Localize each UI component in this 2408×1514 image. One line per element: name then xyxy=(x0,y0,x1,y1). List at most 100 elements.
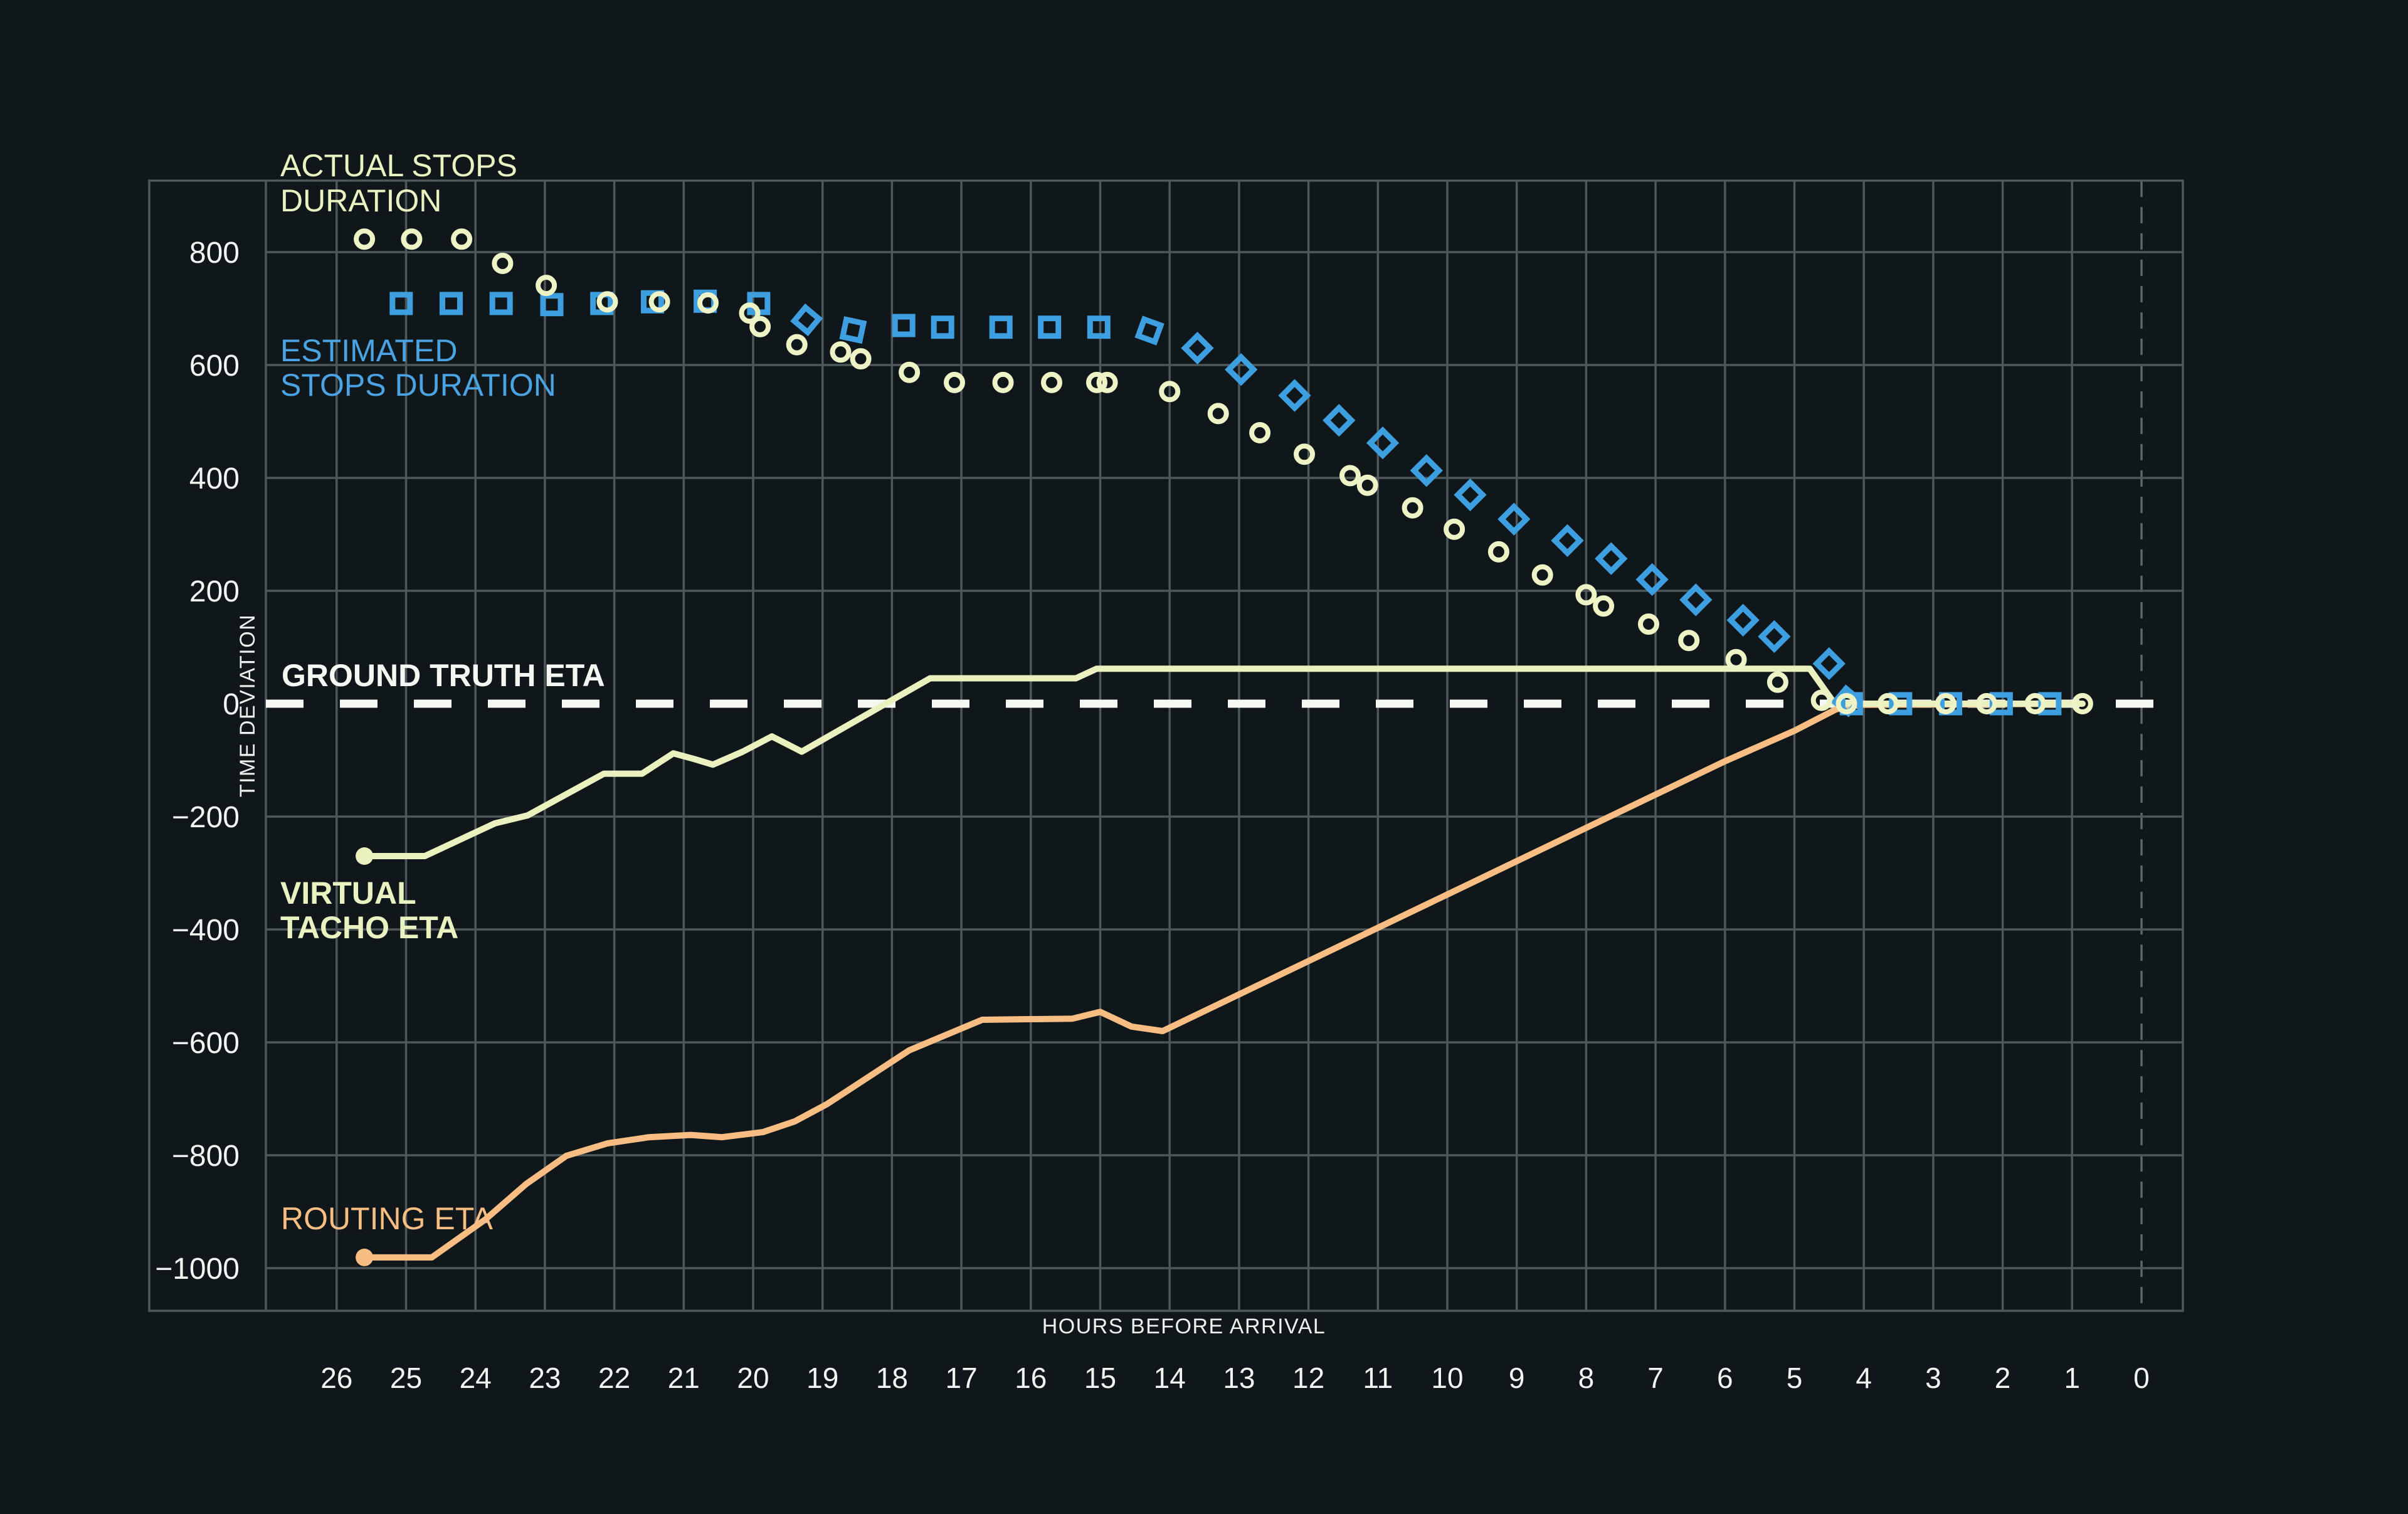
x-tick-label-14: 14 xyxy=(1154,1362,1186,1394)
actual-stop-marker xyxy=(492,253,514,274)
actual-stop-marker xyxy=(899,361,921,383)
y-axis-title: TIME DEVIATION xyxy=(236,614,260,797)
estimated-stop-marker xyxy=(1635,563,1669,596)
x-tick-label-9: 9 xyxy=(1509,1362,1525,1394)
estimated-stop-marker xyxy=(1038,315,1062,339)
x-tick-label-0: 0 xyxy=(2133,1362,2150,1394)
actual-stop-marker xyxy=(1356,474,1378,496)
estimated-stop-marker xyxy=(1679,583,1713,617)
estimated-stop-marker xyxy=(1134,315,1164,346)
actual-stops-series xyxy=(354,228,2093,714)
x-tick-label-1: 1 xyxy=(2064,1362,2081,1394)
x-tick-label-24: 24 xyxy=(460,1362,492,1394)
x-tick-label-2: 2 xyxy=(1995,1362,2011,1394)
actual-stop-marker xyxy=(1766,671,1788,693)
routing-eta-line-start-dot xyxy=(356,1248,374,1266)
actual-stop-marker xyxy=(992,371,1014,393)
y-tick-label-400: 400 xyxy=(189,462,240,495)
estimated-stop-marker xyxy=(1181,331,1214,365)
actual-stop-marker xyxy=(1575,584,1597,606)
x-tick-label-11: 11 xyxy=(1363,1362,1393,1394)
actual-stop-marker xyxy=(739,302,761,324)
x-tick-label-4: 4 xyxy=(1856,1362,1872,1394)
x-tick-label-25: 25 xyxy=(390,1362,422,1394)
actual-stop-marker xyxy=(401,228,423,250)
x-tick-label-10: 10 xyxy=(1431,1362,1463,1394)
estimated-stop-marker xyxy=(1410,454,1443,487)
actual-stop-marker xyxy=(1935,693,1956,714)
actual-stop-marker xyxy=(830,341,852,363)
actual-stop-marker xyxy=(1531,564,1553,586)
estimated-stop-marker xyxy=(1595,542,1628,575)
actual-stop-marker xyxy=(1339,465,1361,487)
actual-stop-marker xyxy=(1207,403,1229,425)
virtual-tacho-eta-line xyxy=(361,665,2086,859)
actual-stop-marker xyxy=(1159,381,1181,403)
actual-stop-marker xyxy=(648,291,670,313)
y-tick-label--400: −400 xyxy=(172,914,240,947)
estimated-stop-marker xyxy=(1366,426,1400,460)
x-tick-label-15: 15 xyxy=(1084,1362,1116,1394)
x-tick-label-3: 3 xyxy=(1925,1362,1941,1394)
actual-stop-marker xyxy=(2024,693,2046,714)
routing-eta-line xyxy=(361,701,2086,1261)
actual-stop-marker xyxy=(1041,371,1062,393)
estimated-stop-marker xyxy=(892,314,916,337)
y-tick-label-0: 0 xyxy=(223,688,240,721)
estimated-stop-marker xyxy=(1758,620,1791,654)
estimated-stop-marker xyxy=(389,292,413,315)
estimated-stop-marker xyxy=(1812,647,1846,680)
actual-stop-marker xyxy=(1678,630,1700,652)
actual-stop-marker xyxy=(850,348,872,370)
actual-stop-marker xyxy=(1593,595,1615,617)
actual-stop-marker xyxy=(1976,693,1998,714)
y-tick-label-200: 200 xyxy=(189,575,240,608)
estimated-stop-marker xyxy=(1454,478,1487,512)
actual-stop-marker xyxy=(1294,443,1315,465)
label-actual-stops-line1: ACTUAL STOPS xyxy=(280,148,517,183)
actual-stop-marker xyxy=(786,334,808,356)
actual-stop-marker xyxy=(749,315,771,337)
label-virtual-tacho-line2: TACHO ETA xyxy=(280,910,458,945)
actual-stop-marker xyxy=(596,291,618,313)
estimated-stop-marker xyxy=(1278,379,1311,412)
virtual-tacho-eta-line-start-dot xyxy=(356,847,374,865)
actual-stop-marker xyxy=(1086,371,1107,393)
estimated-stop-marker xyxy=(1889,692,1913,716)
y-tick-label-800: 800 xyxy=(189,236,240,270)
label-actual-stops-line2: DURATION xyxy=(280,183,441,218)
actual-stop-marker xyxy=(451,228,473,250)
actual-stop-marker xyxy=(1638,613,1659,635)
estimated-stop-marker xyxy=(1726,603,1760,637)
x-tick-label-13: 13 xyxy=(1223,1362,1255,1394)
x-tick-label-6: 6 xyxy=(1717,1362,1733,1394)
x-tick-label-8: 8 xyxy=(1578,1362,1595,1394)
estimated-stop-marker xyxy=(931,315,954,339)
estimated-stop-marker xyxy=(1225,353,1258,386)
x-tick-label-7: 7 xyxy=(1647,1362,1664,1394)
x-tick-label-16: 16 xyxy=(1015,1362,1047,1394)
label-ground-truth-eta: GROUND TRUTH ETA xyxy=(282,658,605,693)
grid xyxy=(148,179,2184,1312)
estimated-stop-marker xyxy=(440,292,463,315)
estimated-stop-marker xyxy=(1551,524,1584,558)
label-estimated-line2: STOPS DURATION xyxy=(280,368,556,403)
actual-stop-marker xyxy=(1877,693,1899,714)
estimated-stop-marker xyxy=(989,315,1013,339)
x-axis-title: HOURS BEFORE ARRIVAL xyxy=(1042,1315,1326,1338)
x-tick-label-20: 20 xyxy=(737,1362,769,1394)
label-virtual-tacho-line1: VIRTUAL xyxy=(280,876,416,911)
x-tick-label-17: 17 xyxy=(946,1362,978,1394)
actual-stop-marker xyxy=(697,292,719,314)
label-routing-eta: ROUTING ETA xyxy=(281,1201,494,1236)
actual-stop-marker xyxy=(1444,518,1465,540)
x-tick-label-19: 19 xyxy=(806,1362,838,1394)
x-tick-label-12: 12 xyxy=(1292,1362,1324,1394)
y-tick-label--800: −800 xyxy=(172,1140,240,1173)
estimated-stop-marker xyxy=(489,292,513,315)
actual-stop-marker xyxy=(1810,689,1832,711)
actual-stop-marker xyxy=(944,371,965,393)
